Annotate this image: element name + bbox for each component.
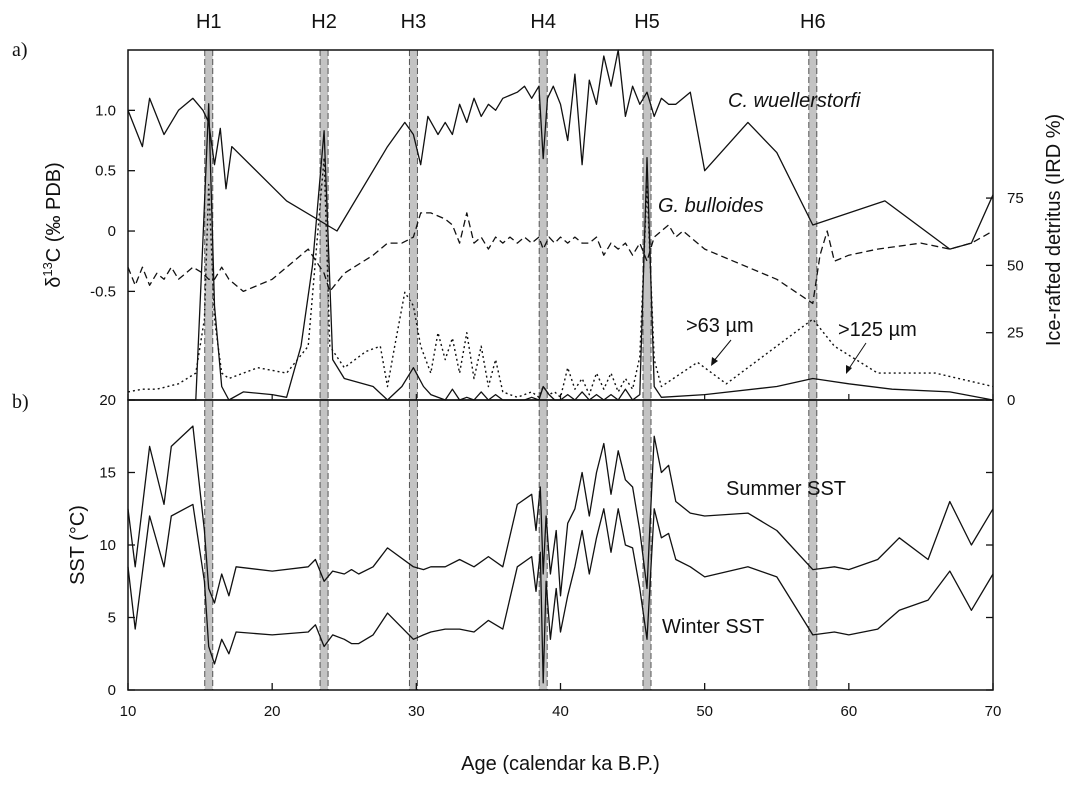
series-line-a-2 [127, 157, 994, 398]
arrow-125um [847, 342, 867, 371]
y-sst-tick-label: 0 [108, 682, 116, 699]
y-left-axis-title: δ13C (‰ PDB) [40, 162, 65, 288]
panel-b-frame [127, 399, 994, 691]
y-sst-axis-title: SST (°C) [67, 505, 89, 585]
panel-letter-a: a) [12, 39, 28, 61]
axes: 1.0 0.5 0 -0.5 0 25 50 75 0 5 10 15 20 10 20 30 40 50 60 70… [40, 49, 1065, 775]
x-tick-label: 30 [408, 703, 425, 720]
y-left-axis-title-delta: δ [43, 277, 65, 288]
event-band-h6 [808, 50, 817, 690]
y-right-axis-title: Ice-rafted detritus (IRD %) [1043, 114, 1065, 346]
series-line-b-1 [127, 503, 994, 684]
series-line-a-0 [127, 49, 994, 250]
event-band-h2 [320, 50, 329, 690]
label-125um: >125 µm [838, 319, 917, 341]
y-sst-tick-label: 5 [108, 610, 116, 627]
x-tick-label: 60 [840, 703, 857, 720]
x-tick-label: 70 [985, 703, 1002, 720]
y-right-tick-label: 0 [1007, 392, 1015, 409]
y-right-tick-label: 50 [1007, 257, 1024, 274]
label-c-wuellerstorfi: C. wuellerstorfi [728, 90, 861, 112]
y-left-axis-title-rest: C (‰ PDB) [43, 162, 65, 262]
event-band-h1 [204, 50, 213, 690]
y-right-tick-label: 75 [1007, 190, 1024, 207]
arrow-63um [712, 339, 732, 363]
y-left-tick-label: -0.5 [90, 283, 116, 300]
series [127, 49, 994, 684]
y-left-axis-title-sup: 13 [40, 262, 55, 276]
event-label-h6: H6 [800, 11, 826, 33]
label-summer-sst: Summer SST [726, 478, 846, 500]
series-line-a-3 [128, 103, 994, 401]
event-band-h5 [643, 50, 651, 690]
arrowhead-63um [711, 357, 718, 366]
event-label-h4: H4 [530, 11, 556, 33]
x-tick-label: 40 [552, 703, 569, 720]
x-axis-title: Age (calendar ka B.P.) [461, 753, 660, 775]
labels: H1 H2 H3 H4 H5 H6 a) b) C. wuellerstorfi G. bullo… [12, 11, 917, 638]
y-sst-tick-label: 10 [99, 537, 116, 554]
event-label-h5: H5 [634, 11, 660, 33]
event-band-h3 [409, 50, 418, 690]
label-g-bulloides: G. bulloides [658, 195, 764, 217]
event-label-h3: H3 [401, 11, 427, 33]
y-left-tick-label: 0 [108, 223, 116, 240]
x-tick-label: 20 [264, 703, 281, 720]
label-winter-sst: Winter SST [662, 616, 764, 638]
heinrich-event-bands [204, 50, 818, 690]
arrowhead-125um [846, 365, 852, 374]
y-left-tick-label: 0.5 [95, 163, 116, 180]
y-sst-tick-label: 15 [99, 465, 116, 482]
event-label-h2: H2 [311, 11, 337, 33]
event-label-h1: H1 [196, 11, 222, 33]
y-sst-tick-label: 20 [99, 392, 116, 409]
label-63um: >63 µm [686, 315, 754, 337]
panel-letter-b: b) [12, 391, 29, 413]
event-band-h4 [539, 50, 548, 690]
series-line-b-0 [127, 425, 994, 604]
x-tick-label: 50 [696, 703, 713, 720]
y-left-tick-label: 1.0 [95, 102, 116, 119]
y-right-tick-label: 25 [1007, 325, 1024, 342]
x-tick-label: 10 [120, 703, 137, 720]
series-line-a-1 [127, 212, 994, 305]
